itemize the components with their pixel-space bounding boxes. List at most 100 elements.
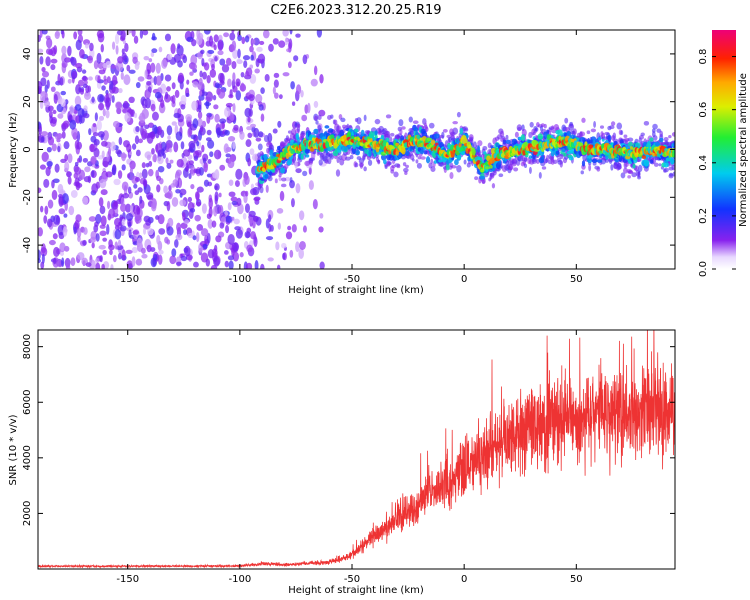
heatmap-cell (445, 163, 450, 171)
heatmap-cell (289, 249, 294, 258)
heatmap-cell (192, 118, 199, 129)
heatmap-y-ticks: -40 -20 0 20 40 (22, 48, 675, 253)
snr-series-line (38, 330, 675, 569)
heatmap-cell (203, 62, 210, 71)
heatmap-cell (267, 175, 273, 182)
heatmap-cell (138, 138, 144, 144)
heatmap-cell (74, 166, 82, 175)
colorbar-tick-label: 0.0 (698, 261, 709, 277)
heatmap-cell (96, 119, 102, 131)
heatmap-cell (383, 159, 387, 165)
heatmap-cell (151, 48, 158, 54)
heatmap-cell (247, 116, 251, 123)
heatmap-cell (265, 184, 269, 193)
heatmap-cell (572, 128, 577, 136)
heatmap-cell (649, 137, 654, 142)
heatmap-marks (38, 30, 675, 269)
heatmap-cell (45, 48, 53, 55)
heatmap-cell (185, 92, 190, 98)
heatmap-cell (452, 127, 459, 135)
heatmap-cell (120, 71, 124, 80)
heatmap-cell (402, 162, 407, 167)
heatmap-cell (41, 30, 48, 35)
heatmap-cell (183, 229, 188, 236)
heatmap-cell (231, 216, 235, 221)
heatmap-cell (225, 225, 230, 234)
heatmap-cell (154, 91, 162, 99)
heatmap-cell (145, 219, 152, 226)
heatmap-cell (197, 81, 205, 91)
heatmap-cell (200, 125, 204, 133)
heatmap-cell (50, 58, 58, 64)
heatmap-cell (82, 239, 87, 246)
heatmap-cell (194, 214, 201, 222)
heatmap-cell (108, 239, 113, 248)
heatmap-cell (62, 226, 68, 237)
heatmap-cell (230, 196, 238, 202)
heatmap-cell (413, 127, 419, 132)
heatmap-cell (136, 237, 143, 248)
heatmap-cell (438, 159, 443, 163)
heatmap-cell (71, 127, 78, 139)
heatmap-cell (278, 176, 282, 182)
heatmap-cell (41, 253, 45, 264)
heatmap-cell (77, 30, 83, 36)
heatmap-cell (287, 130, 292, 134)
heatmap-cell (213, 205, 218, 217)
heatmap-cell (113, 178, 121, 186)
heatmap-cell (398, 119, 404, 127)
heatmap-cell (101, 150, 105, 159)
heatmap-cell (225, 215, 233, 223)
heatmap-cell (291, 224, 297, 233)
heatmap-cell (207, 219, 214, 229)
heatmap-cell (121, 164, 126, 171)
heatmap-cell (92, 132, 99, 137)
heatmap-cell (39, 164, 47, 170)
heatmap-cell (319, 213, 324, 219)
heatmap-cell (59, 242, 66, 253)
heatmap-cell (98, 197, 104, 207)
heatmap-cell (136, 206, 141, 216)
snr-panel: -150 -100 -50 0 50 2000 4000 6000 8000 Height o… (8, 329, 676, 596)
heatmap-cell (278, 174, 282, 178)
heatmap-cell (133, 112, 138, 119)
heatmap-cell (232, 102, 236, 113)
heatmap-cell (356, 117, 362, 125)
heatmap-cell (232, 72, 236, 82)
heatmap-cell (620, 172, 626, 179)
heatmap-cell (52, 233, 58, 240)
heatmap-cell (314, 115, 318, 121)
heatmap-cell (110, 141, 116, 152)
heatmap-cell (219, 80, 225, 86)
heatmap-cell (179, 199, 187, 207)
heatmap-cell (593, 121, 597, 128)
heatmap-cell (260, 87, 265, 94)
heatmap-cell (186, 79, 190, 85)
heatmap-cell (527, 139, 531, 144)
x-tick-label: -150 (116, 274, 139, 285)
heatmap-cell (141, 253, 148, 259)
heatmap-cell (88, 259, 96, 269)
heatmap-cell (537, 133, 544, 140)
heatmap-cell (151, 201, 157, 212)
heatmap-cell (89, 42, 94, 52)
heatmap-cell (663, 167, 669, 173)
heatmap-cell (131, 246, 138, 254)
heatmap-cell (207, 249, 215, 259)
heatmap-cell (272, 38, 279, 45)
heatmap-cell (511, 158, 517, 164)
heatmap-cell (145, 91, 151, 99)
heatmap-cell (108, 147, 112, 157)
heatmap-cell (242, 212, 247, 220)
heatmap-cell (599, 125, 605, 129)
heatmap-cell (377, 159, 381, 164)
heatmap-cell (580, 170, 584, 175)
heatmap-cell (106, 200, 111, 210)
heatmap-cell (232, 141, 236, 150)
heatmap-cell (259, 186, 264, 194)
heatmap-cell (555, 150, 560, 155)
heatmap-cell (73, 226, 77, 235)
heatmap-cell (627, 141, 633, 147)
heatmap-cell (115, 101, 123, 110)
heatmap-cell (183, 218, 190, 225)
